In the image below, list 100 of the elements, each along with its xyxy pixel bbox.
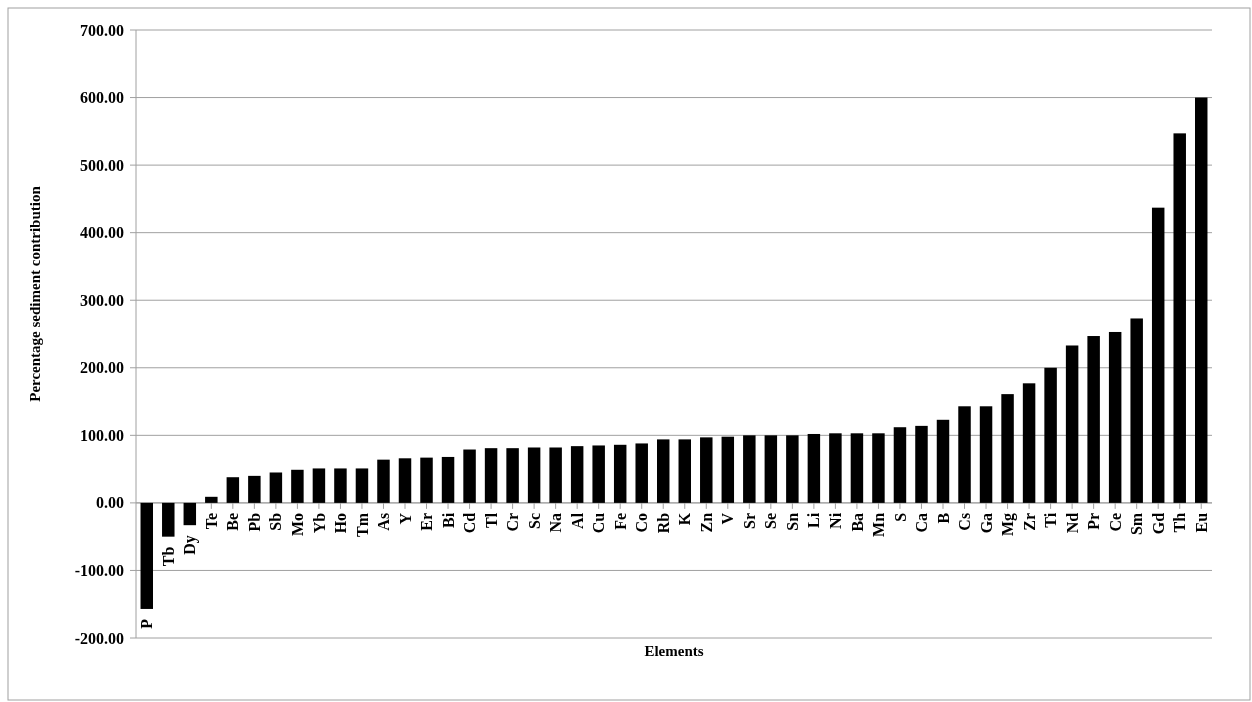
x-tick-label: Mo	[289, 512, 306, 536]
x-tick-label: Tb	[159, 546, 177, 567]
x-tick-label: Pr	[1085, 512, 1103, 530]
x-axis-title: Elements	[644, 643, 704, 659]
x-tick-label: Sr	[740, 512, 758, 529]
bar	[312, 468, 326, 503]
bar	[248, 475, 261, 503]
y-tick-label: 500.00	[80, 156, 124, 174]
x-tick-label: Be	[224, 512, 242, 531]
x-tick-label: Zr	[1020, 512, 1038, 531]
x-tick-label: Ho	[332, 512, 350, 534]
bar	[205, 496, 218, 503]
x-tick-label: Ca	[913, 512, 931, 533]
bar	[1044, 367, 1057, 503]
bar	[334, 468, 347, 503]
y-tick-label: 0.00	[96, 494, 124, 512]
x-tick-label: Ti	[1042, 512, 1060, 528]
x-tick-label: V	[719, 512, 737, 525]
x-tick-label: K	[676, 512, 694, 526]
bar	[1195, 97, 1208, 503]
bar	[140, 502, 153, 609]
x-tick-label: Co	[633, 512, 651, 533]
x-tick-label: Ga	[977, 512, 995, 534]
x-tick-label: Pb	[245, 512, 263, 532]
x-tick-label: Cd	[461, 512, 479, 534]
bar	[1151, 207, 1165, 503]
y-tick-label: 700.00	[80, 21, 124, 39]
bar	[872, 433, 885, 503]
x-tick-label: S	[891, 512, 909, 522]
x-tick-label: Fe	[611, 512, 629, 530]
bar	[291, 469, 304, 503]
y-tick-label: 400.00	[80, 224, 124, 242]
bar	[829, 433, 842, 503]
bar	[441, 456, 455, 503]
bar	[1001, 394, 1014, 503]
bar	[936, 419, 950, 503]
bar	[764, 435, 778, 503]
x-tick-label: Ni	[827, 512, 844, 529]
y-tick-label: -100.00	[74, 562, 124, 580]
x-tick-label: Cr	[504, 512, 522, 532]
y-axis-title: Percentage sediment contribution	[27, 185, 43, 402]
x-tick-label: B	[934, 512, 952, 524]
bar	[226, 477, 240, 503]
x-tick-label: Na	[547, 512, 565, 533]
y-tick-label: 200.00	[80, 359, 124, 377]
bar	[1022, 383, 1036, 503]
x-tick-label: Gd	[1149, 512, 1167, 535]
bar	[377, 459, 390, 503]
x-tick-label: Zn	[697, 512, 715, 533]
x-tick-label: Bi	[439, 512, 457, 529]
bar	[786, 435, 799, 503]
bar	[1065, 345, 1079, 503]
x-tick-label: Yb	[310, 512, 328, 534]
x-tick-label: Te	[202, 512, 220, 530]
x-tick-label: Li	[805, 512, 823, 529]
bar	[398, 458, 412, 503]
bar	[420, 457, 433, 503]
x-tick-label: Ba	[848, 512, 866, 532]
bar	[527, 447, 541, 503]
y-tick-label: 300.00	[80, 291, 124, 309]
y-tick-label: -200.00	[74, 629, 124, 647]
bar	[700, 437, 713, 503]
x-tick-label: Se	[762, 512, 780, 529]
bar	[463, 449, 476, 503]
bar	[850, 433, 864, 503]
x-tick-label: As	[375, 512, 393, 531]
bar	[807, 433, 821, 503]
x-tick-label: Th	[1171, 512, 1189, 533]
x-tick-label: Tm	[353, 512, 371, 537]
x-tick-label: Sn	[783, 512, 801, 531]
bar	[958, 406, 971, 503]
y-tick-label: 100.00	[80, 426, 124, 444]
bar	[269, 472, 283, 503]
x-tick-label: Sc	[525, 512, 543, 529]
x-tick-label: Dy	[181, 535, 200, 555]
x-tick-label: Ce	[1106, 512, 1124, 532]
bar	[1130, 318, 1143, 503]
x-tick-label: Mg	[999, 512, 1018, 536]
x-tick-label: Mn	[870, 512, 888, 537]
x-tick-label: Sb	[267, 512, 285, 531]
bar	[1173, 133, 1186, 503]
bar	[721, 436, 735, 503]
bar	[635, 443, 648, 503]
x-tick-label: Cu	[590, 512, 608, 534]
bar	[592, 445, 605, 503]
x-tick-label: Y	[396, 512, 414, 525]
x-tick-label: Tl	[482, 512, 500, 529]
x-tick-label: Nd	[1063, 512, 1081, 534]
y-tick-label: 600.00	[80, 89, 124, 107]
bar	[743, 435, 756, 503]
bar	[657, 439, 670, 503]
bar	[1108, 331, 1122, 503]
x-tick-label: Rb	[654, 512, 672, 534]
x-tick-label: Eu	[1192, 512, 1210, 533]
bar	[549, 447, 562, 503]
x-tick-label: P	[138, 618, 156, 629]
bar	[162, 502, 175, 537]
bar	[613, 444, 627, 503]
bar	[979, 406, 993, 503]
bar	[355, 468, 369, 503]
